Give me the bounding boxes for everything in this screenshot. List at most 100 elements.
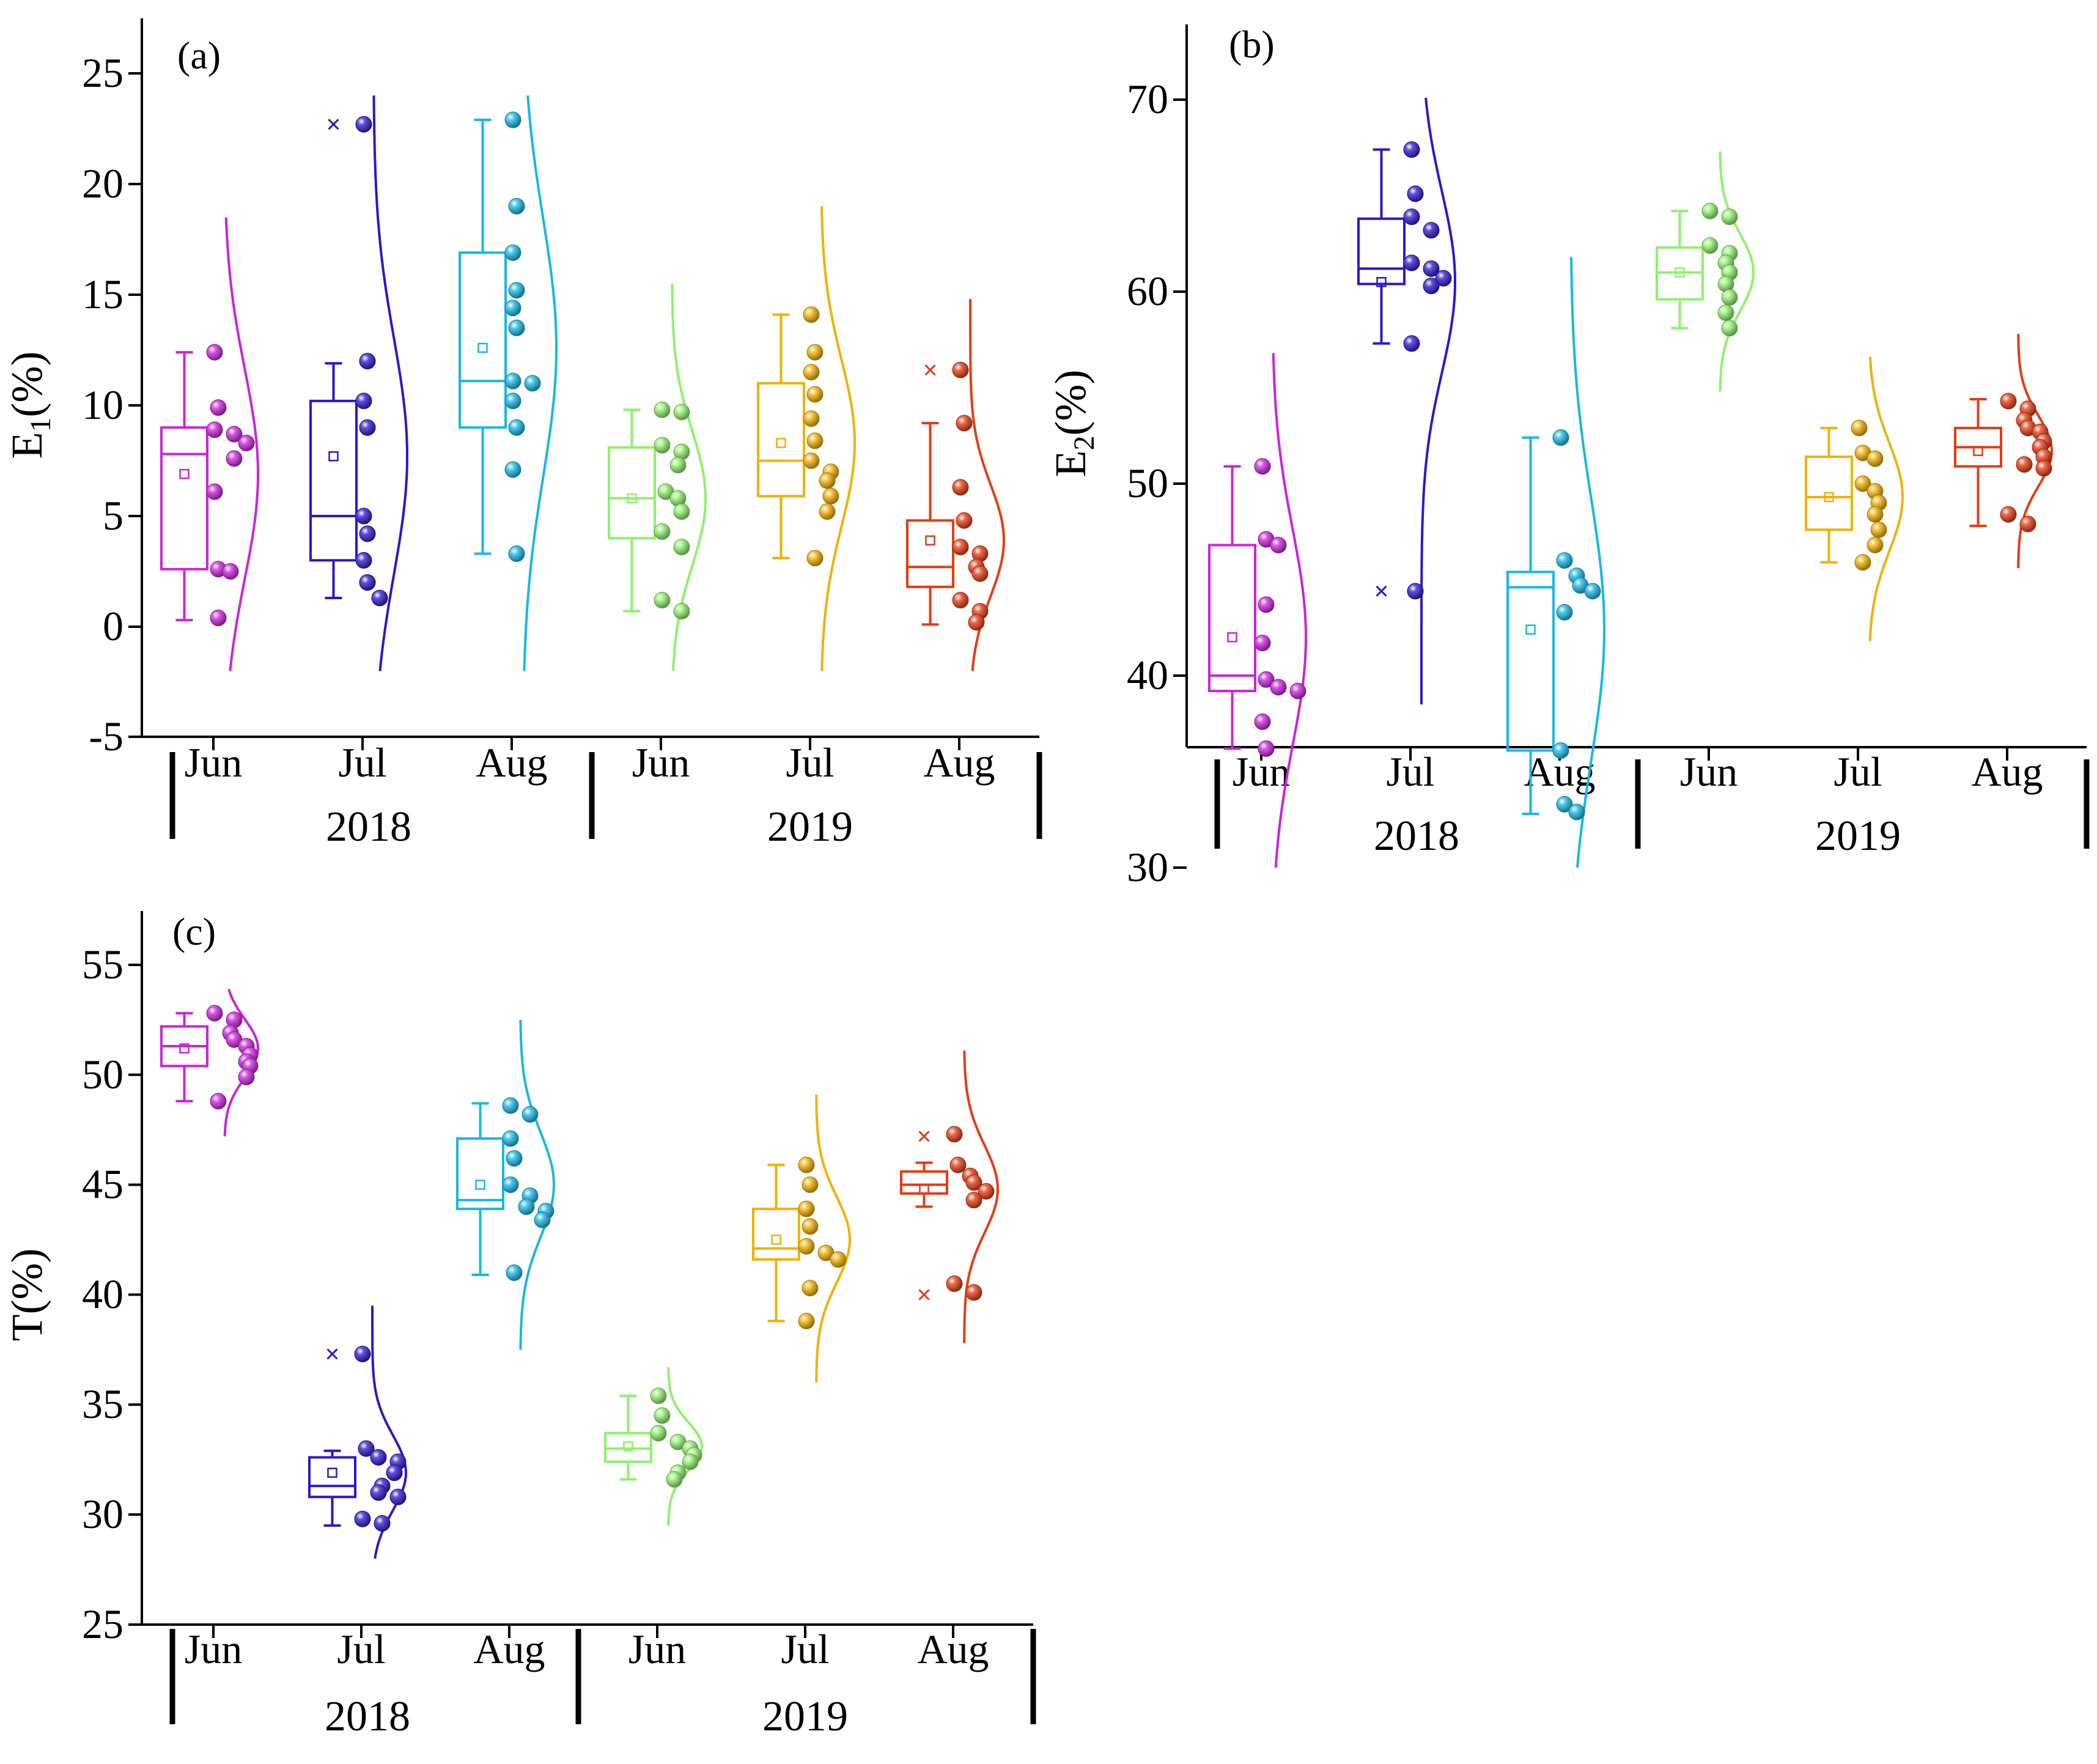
data-point xyxy=(806,344,824,361)
y-tick-label: 20 xyxy=(82,160,123,207)
series-jun-2018 xyxy=(1208,353,1308,868)
data-point xyxy=(682,1453,699,1471)
y-axis-label: E1(%) xyxy=(2,352,57,459)
y-tick-label: 35 xyxy=(82,1381,123,1427)
y-tick-label: 40 xyxy=(82,1271,123,1317)
x-category-label: Jun xyxy=(185,1626,242,1672)
group-year-label: 2018 xyxy=(1374,813,1459,860)
data-point xyxy=(956,512,973,529)
mean-marker xyxy=(1525,624,1536,635)
data-point xyxy=(374,1515,391,1532)
mean-marker xyxy=(1675,267,1685,278)
data-point xyxy=(1701,237,1719,254)
data-point xyxy=(502,1176,519,1194)
data-point xyxy=(355,552,372,569)
y-axis-label: T(%) xyxy=(2,1249,51,1341)
data-point xyxy=(1721,209,1738,226)
data-point xyxy=(1423,222,1440,239)
data-point xyxy=(370,1484,387,1501)
y-tick-label: 50 xyxy=(1127,460,1168,506)
distribution-curve xyxy=(371,1305,408,1559)
data-point xyxy=(1254,635,1271,652)
data-point xyxy=(355,116,372,133)
x-category-label: Jul xyxy=(338,739,386,786)
y-tick-label: 10 xyxy=(82,382,123,428)
data-point xyxy=(965,1192,982,1209)
x-category-label: Jul xyxy=(786,739,834,786)
series-jun-2018 xyxy=(160,989,260,1137)
data-point xyxy=(968,614,985,631)
y-tick-label: 30 xyxy=(1127,844,1168,890)
x-category-label: Jun xyxy=(185,739,242,786)
group-year-label: 2019 xyxy=(1815,813,1901,860)
distribution-curve xyxy=(523,95,558,671)
mean-marker xyxy=(627,493,637,504)
y-tick-label: 70 xyxy=(1127,76,1168,122)
data-point xyxy=(654,401,671,418)
data-point xyxy=(502,1130,519,1147)
data-point xyxy=(1258,740,1275,757)
mean-marker xyxy=(327,1467,337,1478)
data-point xyxy=(504,393,521,410)
data-point xyxy=(371,589,388,607)
data-point xyxy=(508,319,525,336)
y-axis-label-unit: (%) xyxy=(2,1249,51,1315)
series-aug-2019 xyxy=(900,1050,1000,1343)
data-point xyxy=(370,1449,387,1466)
box-iqr xyxy=(459,251,507,429)
data-point xyxy=(819,472,836,489)
data-point xyxy=(971,565,989,582)
mean-marker xyxy=(919,1184,929,1195)
data-point xyxy=(206,421,223,438)
x-category-label: Aug xyxy=(1971,748,2043,795)
data-point xyxy=(1270,536,1287,553)
mean-marker xyxy=(1227,632,1237,643)
distribution-curve xyxy=(2017,334,2054,569)
outlier-marker xyxy=(918,1131,930,1142)
x-category-label: Jul xyxy=(337,1626,385,1672)
box-iqr xyxy=(308,1456,356,1499)
data-point xyxy=(1721,320,1738,337)
data-point xyxy=(226,450,243,467)
mean-marker xyxy=(328,451,339,462)
data-point xyxy=(502,1097,519,1114)
data-point xyxy=(1289,682,1306,699)
data-point xyxy=(673,603,690,620)
data-point xyxy=(673,503,690,520)
y-tick-label: 5 xyxy=(103,492,123,539)
data-point xyxy=(1854,475,1871,492)
data-point xyxy=(206,344,223,361)
y-axis-label-sub: 1 xyxy=(24,417,57,432)
distribution-curve xyxy=(1272,353,1308,868)
distribution-curve xyxy=(1719,151,1755,392)
data-point xyxy=(226,426,243,443)
data-point xyxy=(673,404,690,421)
data-point xyxy=(2035,460,2052,477)
x-category-label: Jul xyxy=(781,1626,829,1672)
data-point xyxy=(238,1068,255,1085)
data-point xyxy=(521,1106,539,1123)
data-point xyxy=(1552,429,1569,446)
x-category-label: Aug xyxy=(476,739,547,786)
series-jun-2019 xyxy=(1656,151,1755,392)
box-iqr xyxy=(752,1208,800,1261)
y-tick-label: 50 xyxy=(82,1051,123,1098)
series-aug-2019 xyxy=(906,299,1006,671)
data-point xyxy=(358,1440,375,1457)
data-point xyxy=(798,1238,815,1255)
panel-c: 25 30 35 40 45 50 55 T(%) (c) Jun Jul Aug Jun Jul Aug 2… xyxy=(2,910,1036,1740)
data-point xyxy=(1867,506,1884,523)
box-iqr xyxy=(1208,544,1256,693)
data-point xyxy=(354,1510,371,1527)
data-point xyxy=(1423,278,1440,295)
data-point xyxy=(506,1264,523,1281)
data-point xyxy=(952,539,969,556)
data-point xyxy=(1854,554,1871,571)
data-point xyxy=(806,432,824,449)
data-point xyxy=(654,592,671,609)
y-axis-label: E2(%) xyxy=(1046,370,1100,478)
data-point xyxy=(355,393,372,410)
y-tick-label: 25 xyxy=(82,50,123,96)
series-jul-2019 xyxy=(1805,356,1904,641)
data-point xyxy=(210,610,227,627)
